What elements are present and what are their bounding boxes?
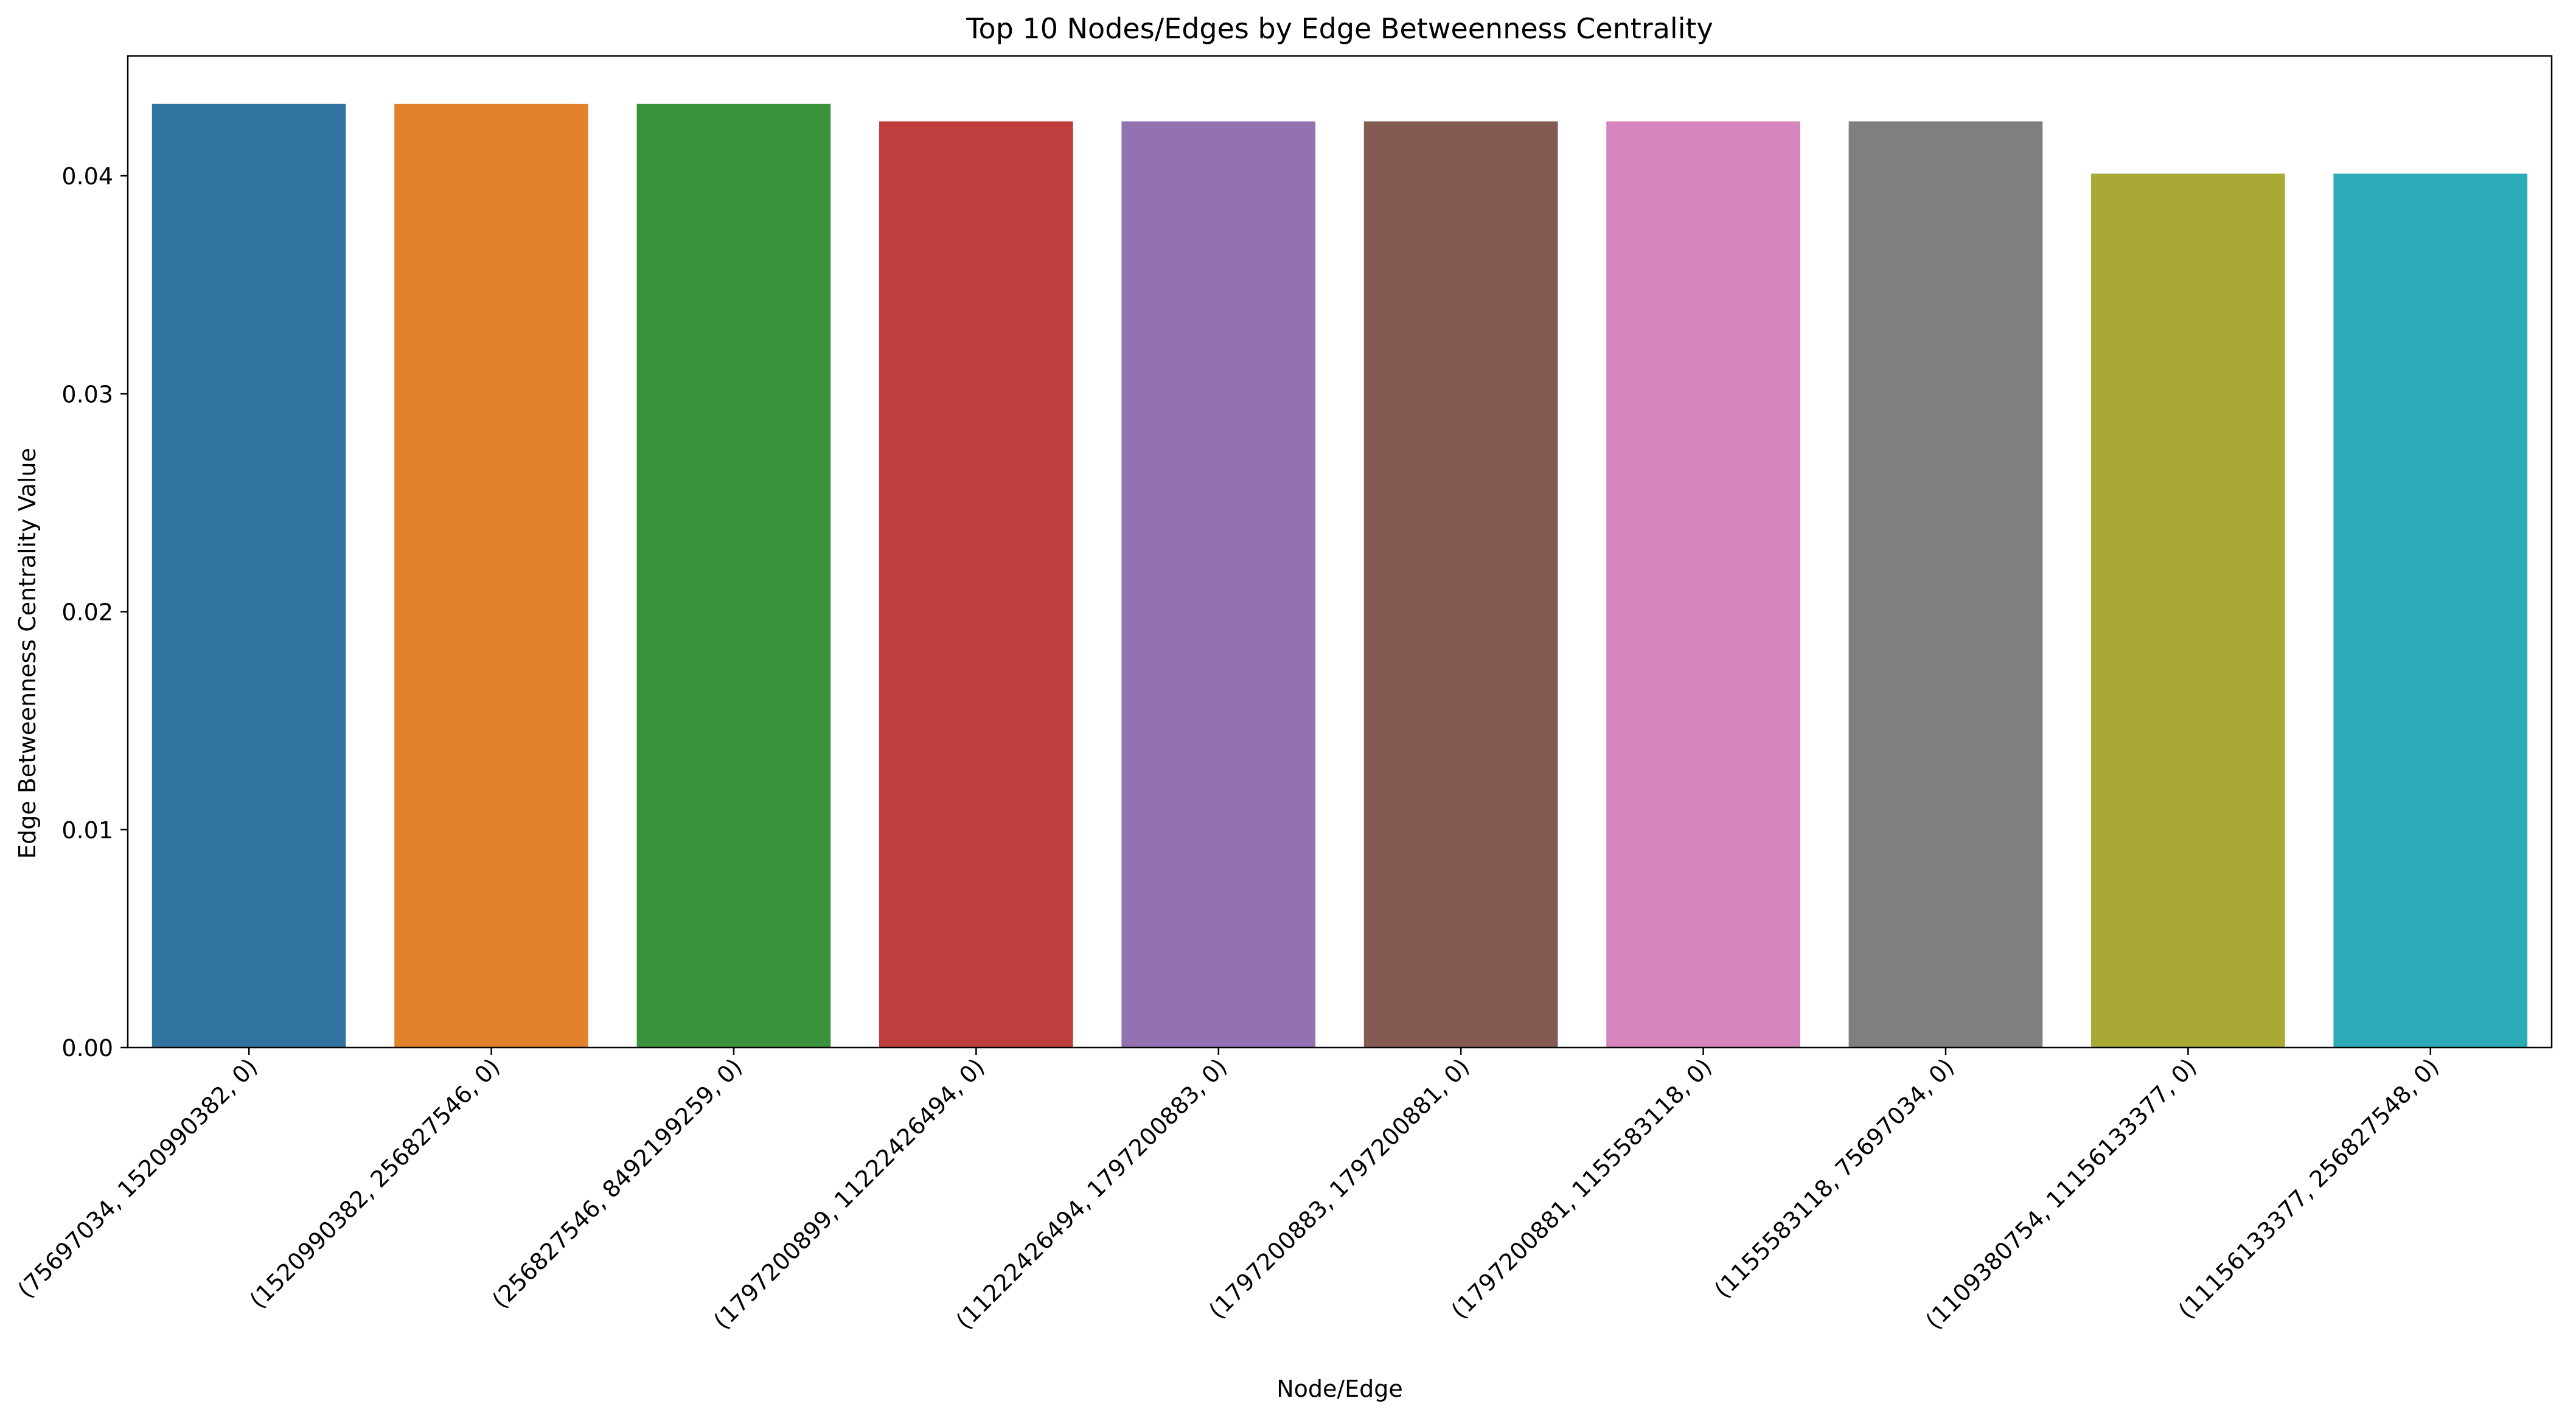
bar [2333, 173, 2528, 1048]
bars-layer [151, 103, 2528, 1048]
bar [1848, 121, 2043, 1048]
y-axis-label: Edge Betweenness Centrality Value [14, 448, 41, 859]
y-tick-label: 0.01 [61, 817, 113, 844]
y-axis-ticks: 0.00 0.01 0.02 0.03 0.04 [61, 163, 128, 1062]
bar [394, 103, 588, 1048]
bar [2091, 173, 2285, 1048]
bar [1363, 121, 1558, 1048]
bar [636, 103, 831, 1048]
y-tick-label: 0.02 [61, 599, 113, 626]
y-tick-label: 0.04 [61, 163, 113, 190]
bar [1606, 121, 1800, 1048]
bar [1121, 121, 1316, 1048]
x-axis-label: Node/Edge [1276, 1375, 1403, 1402]
chart-title: Top 10 Nodes/Edges by Edge Betweenness C… [966, 12, 1713, 45]
bar [151, 103, 346, 1048]
y-tick-label: 0.00 [61, 1035, 113, 1062]
y-tick-label: 0.03 [61, 381, 113, 408]
plot-frame [127, 55, 2553, 1049]
bar [879, 121, 1073, 1048]
